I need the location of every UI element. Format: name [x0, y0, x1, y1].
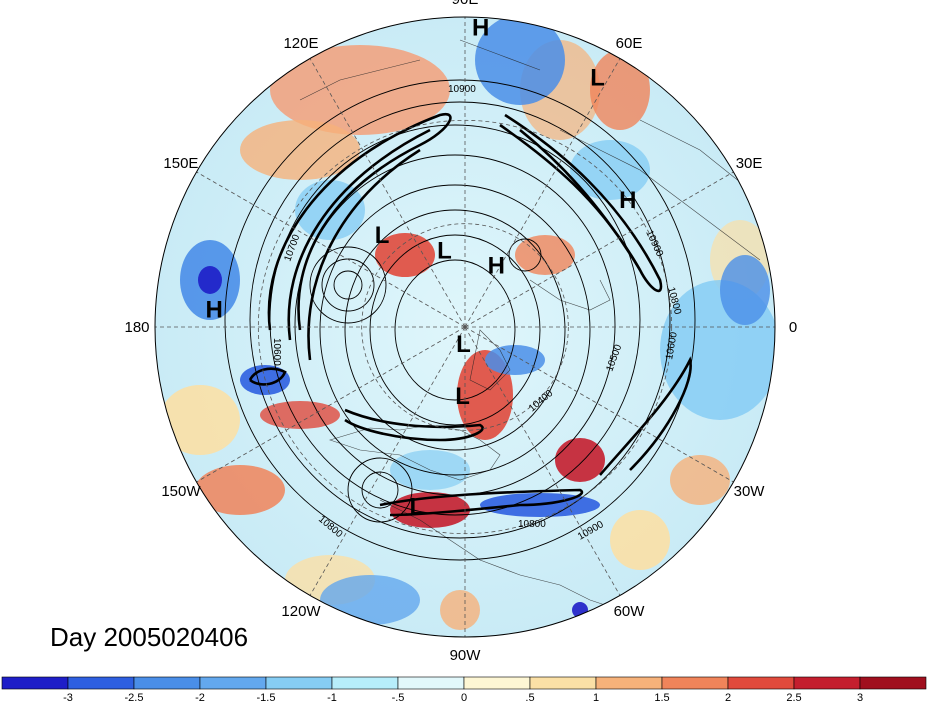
meridian-label: 90W	[450, 647, 482, 664]
contour-label: 10600	[271, 338, 282, 366]
meridian-label: 150E	[163, 155, 198, 172]
colorbar-swatch	[859, 676, 927, 690]
low-pressure-label: L	[590, 65, 605, 92]
colorbar-tick-label: 2	[725, 692, 731, 702]
low-pressure-label: L	[456, 331, 471, 358]
colorbar-tick-label: -1	[327, 692, 337, 702]
latitude-circle	[361, 223, 569, 431]
meridian-label: 60E	[616, 35, 643, 52]
contour-label: 10800	[518, 519, 546, 530]
meridian-label: 0	[789, 319, 797, 336]
meridian-line	[309, 326, 466, 596]
colorbar-tick-label: 2.5	[786, 692, 801, 702]
meridian-line	[464, 326, 621, 596]
meridian-label: 150W	[161, 483, 201, 500]
colorbar-swatch	[595, 676, 663, 690]
height-contours	[224, 79, 696, 561]
colorbar-tick-label: -.5	[392, 692, 405, 702]
colorbar-swatch	[463, 676, 531, 690]
graticule	[155, 17, 775, 637]
colorbar-tick-label: -2.5	[125, 692, 144, 702]
high-pressure-label: H	[619, 187, 636, 214]
colorbar-swatch	[727, 676, 795, 690]
low-pressure-label: L	[455, 383, 470, 410]
meridian-label: 90E	[452, 0, 479, 8]
colorbar-tick-label: 3	[857, 692, 863, 702]
high-pressure-label: H	[205, 296, 222, 323]
meridian-line	[464, 171, 734, 328]
colorbar-swatch	[661, 676, 729, 690]
low-pressure-label: L	[410, 494, 425, 521]
colorbar-tick-label: -1.5	[257, 692, 276, 702]
colorbar-tick-label: -2	[195, 692, 205, 702]
low-pressure-label: L	[375, 222, 390, 249]
colorbar: -3 -2.5 -2 -1.5 -1 -.5 0 .5 1 1.5 2 2.5 3	[1, 676, 927, 702]
colorbar-swatch	[199, 676, 267, 690]
meridian-label: 180	[124, 319, 149, 336]
colorbar-swatch	[133, 676, 201, 690]
colorbar-swatch	[793, 676, 861, 690]
meridian-labels: 90E 120E 60E 150E 30E 180 0 150W 30W 120W 60W 90W	[124, 0, 797, 664]
colorbar-swatch	[1, 676, 69, 690]
meridian-label: 30E	[736, 155, 763, 172]
colorbar-tick-label: 0	[461, 692, 467, 702]
meridian-line	[196, 326, 466, 483]
colorbar-swatch	[67, 676, 135, 690]
meridian-line	[464, 326, 734, 483]
jet-contours	[248, 112, 692, 517]
colorbar-swatch	[265, 676, 333, 690]
colorbar-tick-label: 1	[593, 692, 599, 702]
colorbar-tick-label: .5	[525, 692, 534, 702]
meridian-line	[309, 58, 466, 328]
meridian-label: 30W	[734, 483, 766, 500]
map-boundary	[154, 16, 776, 638]
high-pressure-label: H	[472, 15, 489, 42]
colorbar-swatch	[331, 676, 399, 690]
map-title: Day 2005020406	[50, 622, 248, 652]
coastlines	[299, 39, 761, 611]
colorbar-swatch	[397, 676, 465, 690]
colorbar-tick-label: 1.5	[654, 692, 669, 702]
contour-label: 10900	[448, 84, 476, 95]
meridian-label: 120W	[281, 603, 321, 620]
colorbar-tick-label: -3	[63, 692, 73, 702]
low-pressure-label: L	[437, 237, 452, 264]
meridian-line	[464, 58, 621, 328]
colorbar-swatch	[529, 676, 597, 690]
high-pressure-label: H	[488, 253, 505, 280]
meridian-line	[196, 171, 466, 328]
meridian-label: 120E	[283, 35, 318, 52]
contour-label: 10600	[664, 331, 680, 361]
meridian-label: 60W	[614, 603, 646, 620]
